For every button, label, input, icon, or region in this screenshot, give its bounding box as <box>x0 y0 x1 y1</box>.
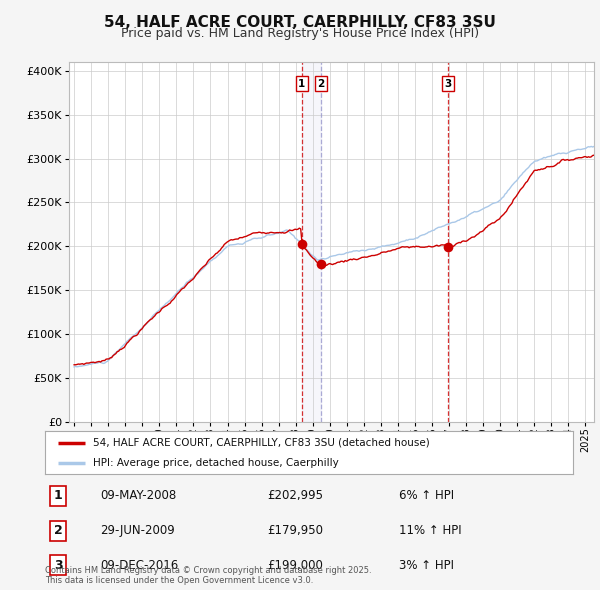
Text: 3: 3 <box>54 559 62 572</box>
Text: 3: 3 <box>445 79 452 89</box>
Text: 3% ↑ HPI: 3% ↑ HPI <box>399 559 454 572</box>
Text: £199,000: £199,000 <box>267 559 323 572</box>
Text: 29-JUN-2009: 29-JUN-2009 <box>100 524 175 537</box>
Bar <box>302 62 321 422</box>
Text: 1: 1 <box>298 79 305 89</box>
Text: 11% ↑ HPI: 11% ↑ HPI <box>399 524 461 537</box>
Text: 09-MAY-2008: 09-MAY-2008 <box>100 489 176 502</box>
Text: Price paid vs. HM Land Registry's House Price Index (HPI): Price paid vs. HM Land Registry's House … <box>121 27 479 40</box>
Text: 2: 2 <box>54 524 62 537</box>
Text: 54, HALF ACRE COURT, CAERPHILLY, CF83 3SU: 54, HALF ACRE COURT, CAERPHILLY, CF83 3S… <box>104 15 496 30</box>
Text: 1: 1 <box>54 489 62 502</box>
Text: £179,950: £179,950 <box>267 524 323 537</box>
Text: 2: 2 <box>317 79 325 89</box>
Text: £202,995: £202,995 <box>267 489 323 502</box>
Text: 6% ↑ HPI: 6% ↑ HPI <box>399 489 454 502</box>
Text: 09-DEC-2016: 09-DEC-2016 <box>100 559 179 572</box>
Text: HPI: Average price, detached house, Caerphilly: HPI: Average price, detached house, Caer… <box>92 458 338 468</box>
Text: 54, HALF ACRE COURT, CAERPHILLY, CF83 3SU (detached house): 54, HALF ACRE COURT, CAERPHILLY, CF83 3S… <box>92 438 429 448</box>
Text: Contains HM Land Registry data © Crown copyright and database right 2025.
This d: Contains HM Land Registry data © Crown c… <box>45 566 371 585</box>
